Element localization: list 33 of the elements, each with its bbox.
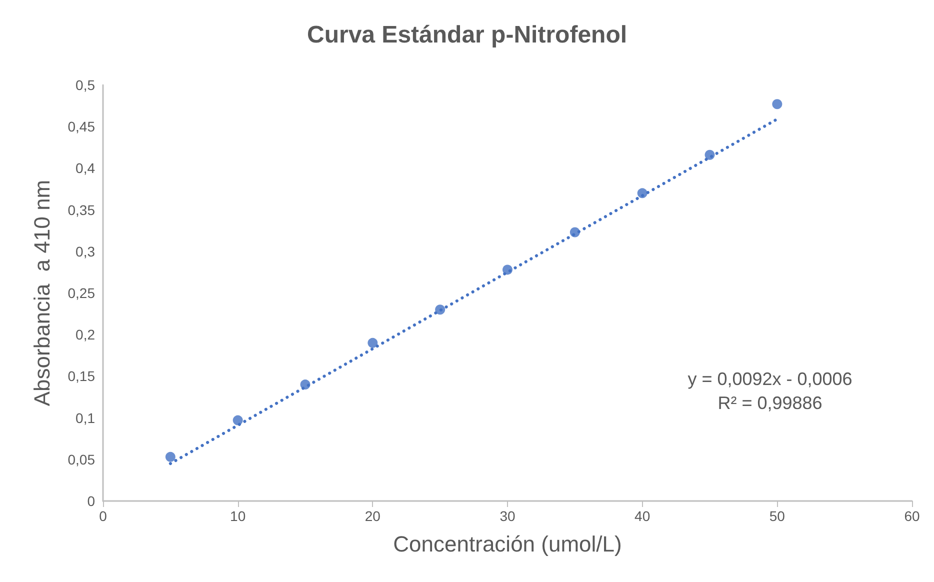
point — [502, 264, 512, 275]
point — [368, 338, 378, 348]
x-tick-label: 30 — [500, 508, 516, 524]
point — [165, 452, 176, 462]
y-tick-label: 0,4 — [76, 160, 96, 176]
point — [772, 99, 782, 110]
y-tick-label: 0,15 — [68, 368, 96, 384]
x-tick-label: 50 — [769, 508, 786, 524]
chart-title: Curva Estándar p-Nitrofenol — [306, 22, 628, 48]
y-tick-label: 0,3 — [76, 243, 96, 260]
y-tick-label: 0,45 — [68, 118, 96, 135]
y-tick-label: 0,25 — [68, 285, 96, 301]
y-tick-label: 0 — [87, 493, 96, 509]
point — [435, 304, 446, 315]
x-tick-label: 0 — [99, 508, 108, 524]
y-axis-title: Absorbancia a 410 nm — [30, 180, 54, 406]
point — [570, 227, 580, 238]
annotation: R² = 0,99886 — [718, 393, 822, 413]
x-tick-label: 10 — [230, 508, 246, 524]
annotation: y = 0,0092x - 0,0006 — [688, 369, 852, 389]
y-tick-label: 0,05 — [68, 451, 96, 468]
x-tick-label: 60 — [904, 508, 920, 524]
point — [232, 415, 243, 426]
x-axis-title: Concentración (umol/L) — [393, 532, 622, 556]
point — [637, 188, 648, 198]
point — [300, 380, 310, 390]
y-tick-label: 0,5 — [76, 77, 96, 93]
y-tick-label: 0,2 — [76, 326, 96, 343]
y-tick-label: 0,35 — [68, 202, 96, 218]
y-tick-label: 0,1 — [76, 410, 96, 426]
x-tick-label: 40 — [634, 508, 650, 524]
x-tick-label: 20 — [364, 508, 381, 524]
point — [704, 150, 715, 160]
